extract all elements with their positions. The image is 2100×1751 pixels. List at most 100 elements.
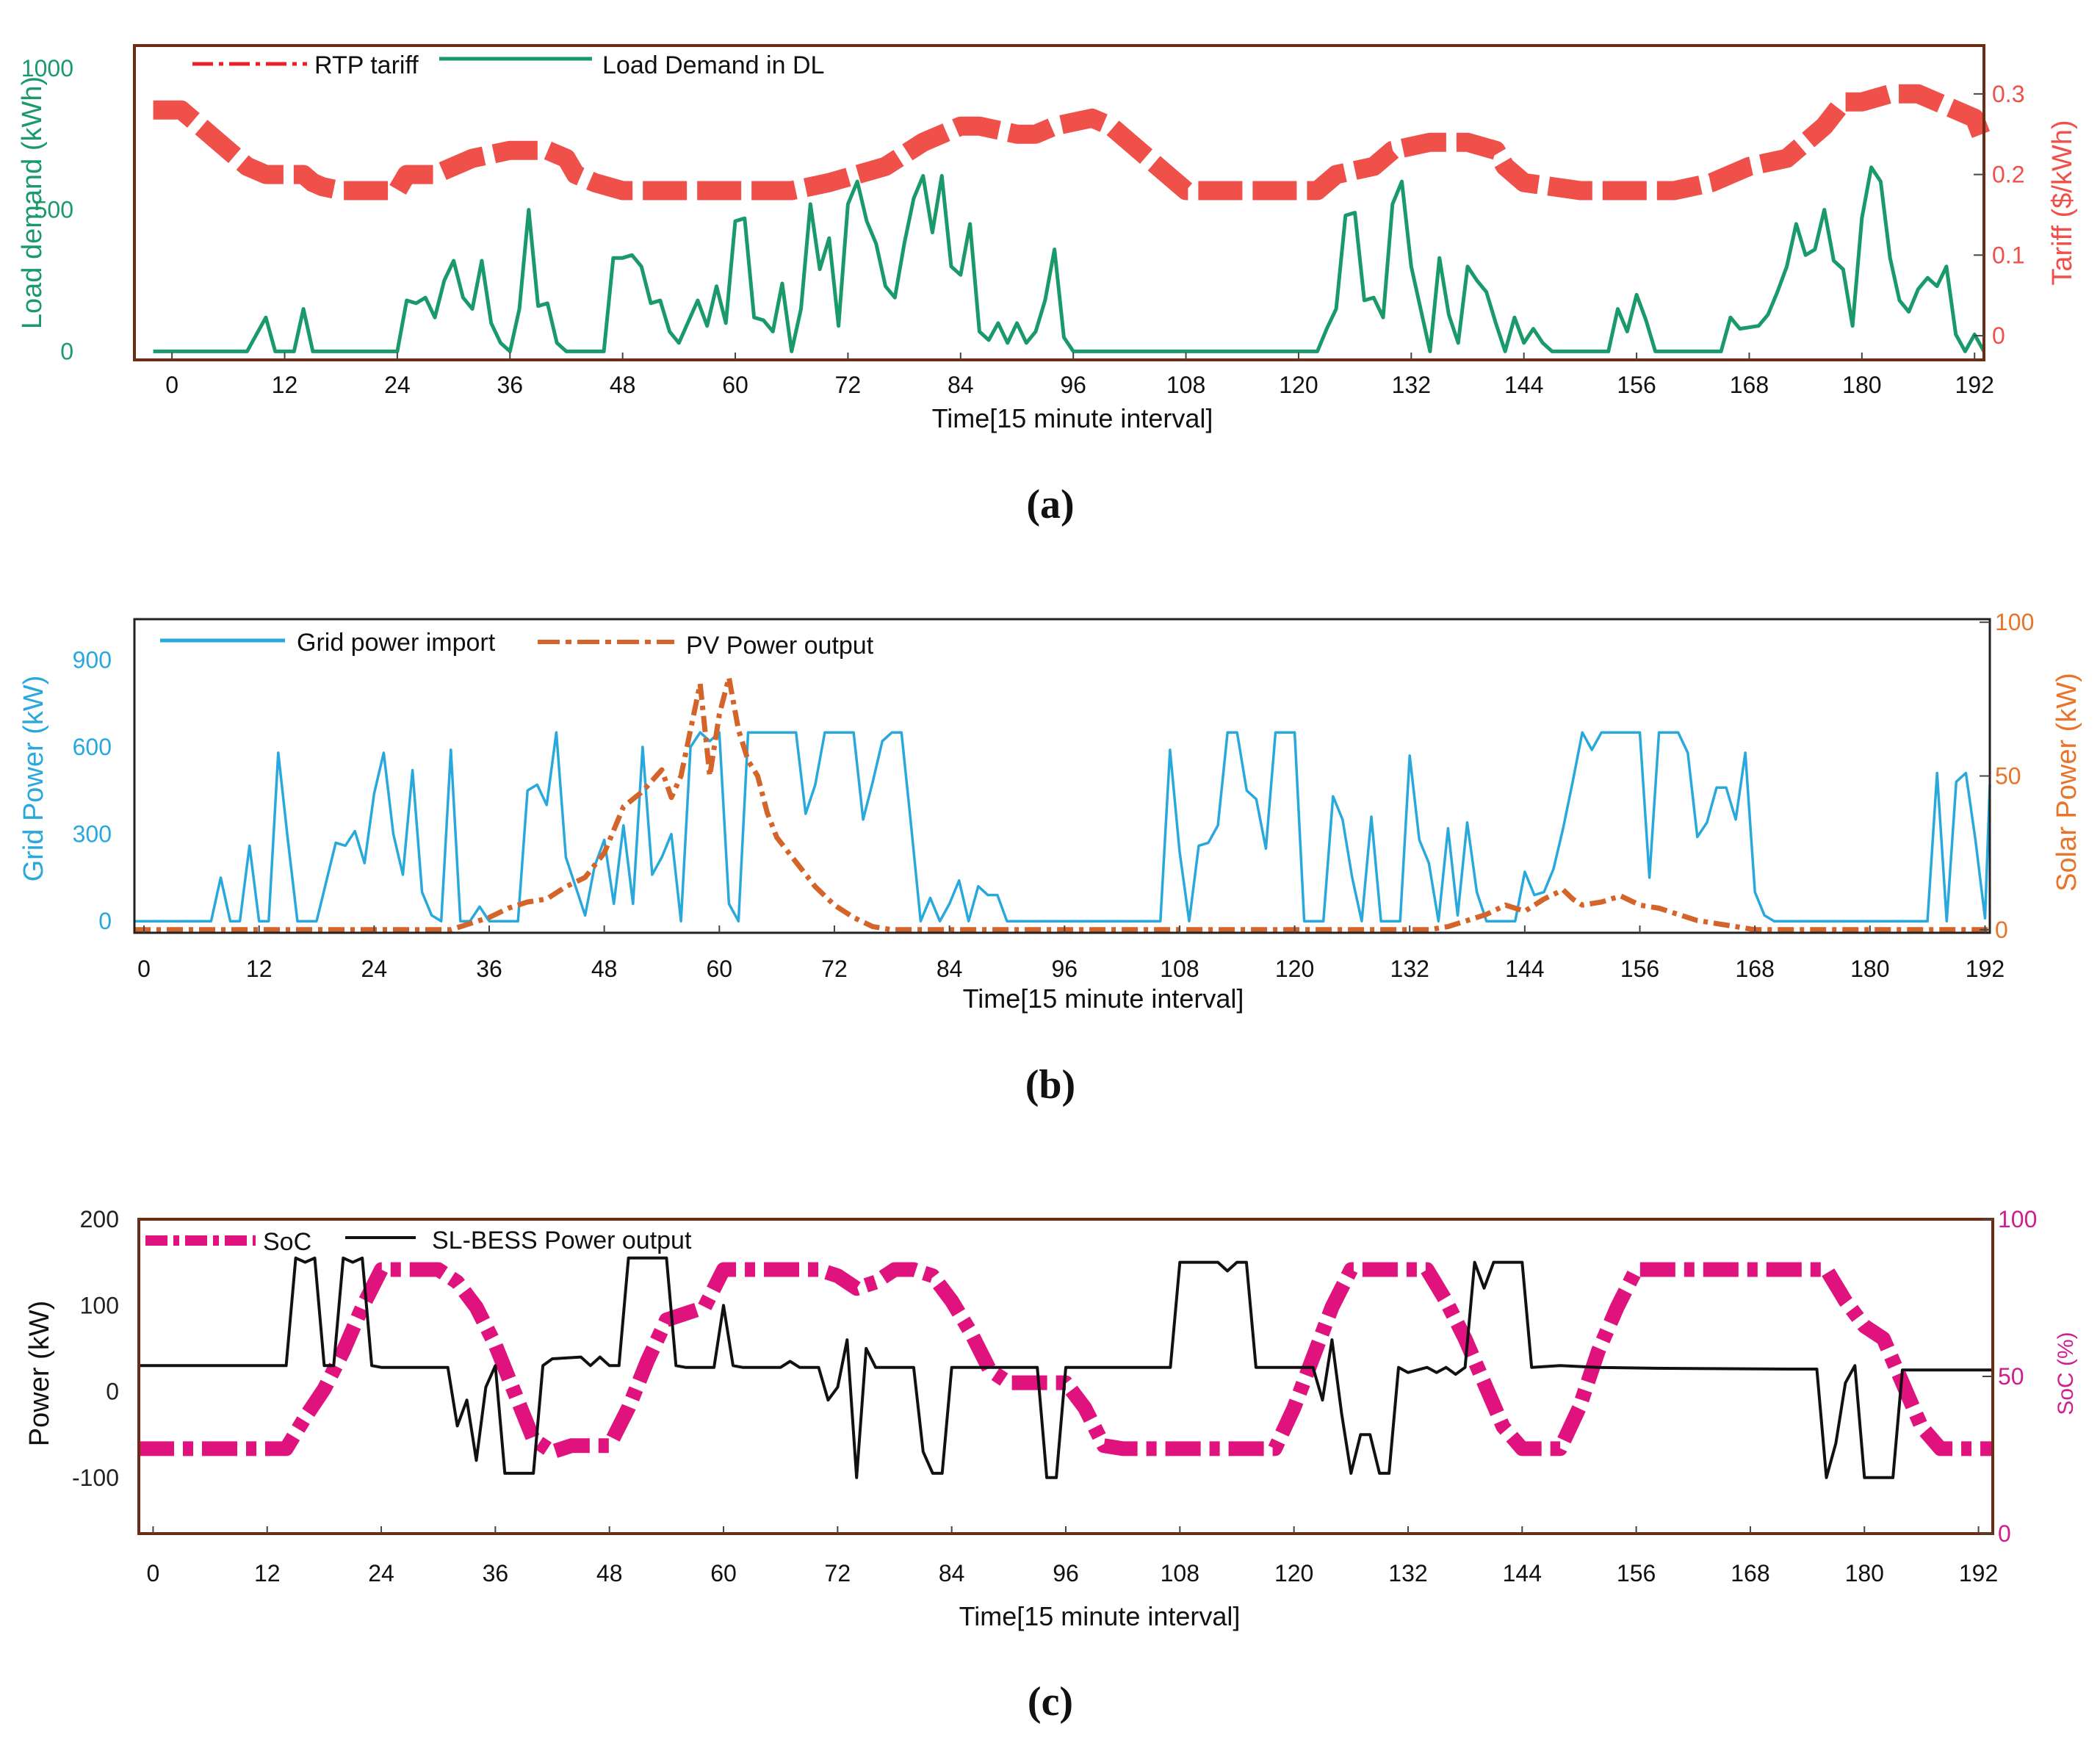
x-tick-label: 156 xyxy=(1617,372,1656,398)
y-tick-label-left: 0 xyxy=(106,1379,119,1405)
x-tick-label: 96 xyxy=(1051,956,1078,982)
plot-frame xyxy=(133,44,1985,361)
y-tick-label-left: 500 xyxy=(35,197,73,223)
legend-label-load: Load Demand in DL xyxy=(602,51,824,79)
caption-a: (a) xyxy=(1026,482,1074,527)
y-axis-label-left: Power (kW) xyxy=(24,1301,55,1446)
series-line-sl-bess-power-output xyxy=(139,1256,1993,1479)
x-tick-label: 168 xyxy=(1730,372,1769,398)
x-tick-label: 156 xyxy=(1620,956,1659,982)
y-axis-label-right: Solar Power (kW) xyxy=(2052,673,2082,892)
series-line-load-demand-in-dl xyxy=(153,165,1986,353)
x-tick-label: 24 xyxy=(368,1560,394,1586)
x-tick-label: 0 xyxy=(165,372,178,398)
legend-label-tariff: RTP tariff xyxy=(314,51,419,79)
legend-label-soc: SoC xyxy=(263,1228,311,1256)
legend-label-grid: Grid power import xyxy=(297,629,496,657)
x-tick-label: 12 xyxy=(272,372,298,398)
x-tick-label: 60 xyxy=(710,1560,737,1586)
series-line-grid-power-import xyxy=(134,731,1991,923)
x-tick-label: 36 xyxy=(476,956,502,982)
y-tick-label-right: 100 xyxy=(1995,609,2034,635)
x-tick-label: 36 xyxy=(483,1560,509,1586)
x-tick-label: 120 xyxy=(1274,1560,1313,1586)
x-tick-label: 144 xyxy=(1503,1560,1542,1586)
x-tick-label: 120 xyxy=(1279,372,1318,398)
x-tick-label: 132 xyxy=(1392,372,1431,398)
x-tick-label: 144 xyxy=(1505,956,1544,982)
y-axis-label-left: Grid Power (kW) xyxy=(18,676,49,882)
x-tick-label: 0 xyxy=(137,956,151,982)
x-tick-label: 12 xyxy=(254,1560,281,1586)
x-tick-label: 72 xyxy=(835,372,862,398)
x-tick-label: 96 xyxy=(1053,1560,1079,1586)
x-tick-label: 48 xyxy=(596,1560,623,1586)
x-tick-label: 96 xyxy=(1060,372,1086,398)
chart-panel-b: 0 12 24 36 48 60 72 84 96 108 120 132 144 156 168 180 19… xyxy=(18,609,2082,1108)
y-tick-label-right: 0.3 xyxy=(1992,81,2024,107)
caption-b: (b) xyxy=(1025,1062,1075,1108)
x-tick-label: 168 xyxy=(1735,956,1774,982)
x-tick-label: 0 xyxy=(147,1560,160,1586)
x-tick-label: 84 xyxy=(937,956,963,982)
x-tick-label: 156 xyxy=(1617,1560,1656,1586)
y-tick-label-left: 0 xyxy=(60,338,73,364)
x-tick-label: 180 xyxy=(1850,956,1889,982)
series-line-rtp-tariff xyxy=(153,84,1993,201)
y-tick-label-left: 100 xyxy=(80,1292,119,1318)
x-tick-label: 192 xyxy=(1955,372,1994,398)
y-tick-label-left: 200 xyxy=(80,1206,119,1232)
y-tick-label-right: 0.2 xyxy=(1992,162,2024,188)
x-tick-label: 36 xyxy=(497,372,523,398)
x-tick-label: 48 xyxy=(591,956,618,982)
x-tick-label: 144 xyxy=(1504,372,1543,398)
x-tick-label: 120 xyxy=(1275,956,1314,982)
x-tick-label: 72 xyxy=(821,956,848,982)
x-tick-label: 168 xyxy=(1731,1560,1769,1586)
y-tick-label-left: 300 xyxy=(73,821,112,848)
x-tick-label: 192 xyxy=(1959,1560,1998,1586)
y-axis-label-right: SoC (%) xyxy=(2054,1332,2078,1415)
x-axis-label: Time[15 minute interval] xyxy=(932,403,1213,433)
y-axis-label-left: Load demand (kWh) xyxy=(17,76,48,329)
x-tick-label: 180 xyxy=(1845,1560,1884,1586)
x-tick-label: 24 xyxy=(384,372,411,398)
y-tick-label-right: 0 xyxy=(1995,917,2008,943)
y-tick-label-left: 1000 xyxy=(21,55,73,82)
chart-panel-a: 0 12 24 36 48 60 72 84 96 108 120 132 144 156 168 180 19… xyxy=(17,44,2078,527)
y-axis-label-right: Tariff ($/kWh) xyxy=(2047,120,2078,285)
x-tick-label: 108 xyxy=(1166,372,1205,398)
x-tick-label: 48 xyxy=(610,372,636,398)
y-tick-label-left: 900 xyxy=(73,646,112,673)
legend-label-pv: PV Power output xyxy=(686,632,874,660)
caption-c: (c) xyxy=(1028,1679,1073,1725)
legend-label-power: SL-BESS Power output xyxy=(432,1227,692,1254)
x-tick-label: 12 xyxy=(246,956,273,982)
series-line-soc xyxy=(139,1262,1993,1459)
x-tick-label: 24 xyxy=(361,956,388,982)
y-tick-label-left: -100 xyxy=(72,1465,119,1491)
y-tick-label-right: 50 xyxy=(1998,1363,2024,1390)
x-axis-label: Time[15 minute interval] xyxy=(959,1601,1241,1631)
y-tick-label-right: 0.1 xyxy=(1992,242,2024,268)
x-tick-label: 84 xyxy=(948,372,974,398)
x-tick-label: 108 xyxy=(1160,956,1199,982)
x-tick-label: 84 xyxy=(939,1560,965,1586)
x-axis-label: Time[15 minute interval] xyxy=(963,983,1244,1014)
x-tick-label: 72 xyxy=(825,1560,851,1586)
y-tick-label-left: 0 xyxy=(98,908,112,934)
x-tick-label: 60 xyxy=(722,372,748,398)
y-tick-label-right: 100 xyxy=(1998,1206,2037,1232)
x-tick-label: 132 xyxy=(1390,956,1429,982)
y-tick-label-right: 0 xyxy=(1992,322,2005,349)
y-tick-label-right: 50 xyxy=(1995,763,2021,790)
x-tick-label: 192 xyxy=(1966,956,2005,982)
x-tick-label: 180 xyxy=(1842,372,1881,398)
chart-panel-c: 0 12 24 36 48 60 72 84 96 108 120 132 144 156 168 180 19… xyxy=(24,1206,2078,1725)
x-tick-label: 132 xyxy=(1388,1560,1427,1586)
x-tick-label: 108 xyxy=(1161,1560,1199,1586)
y-tick-label-left: 600 xyxy=(73,734,112,760)
x-tick-label: 60 xyxy=(707,956,733,982)
y-tick-label-right: 0 xyxy=(1998,1520,2011,1547)
